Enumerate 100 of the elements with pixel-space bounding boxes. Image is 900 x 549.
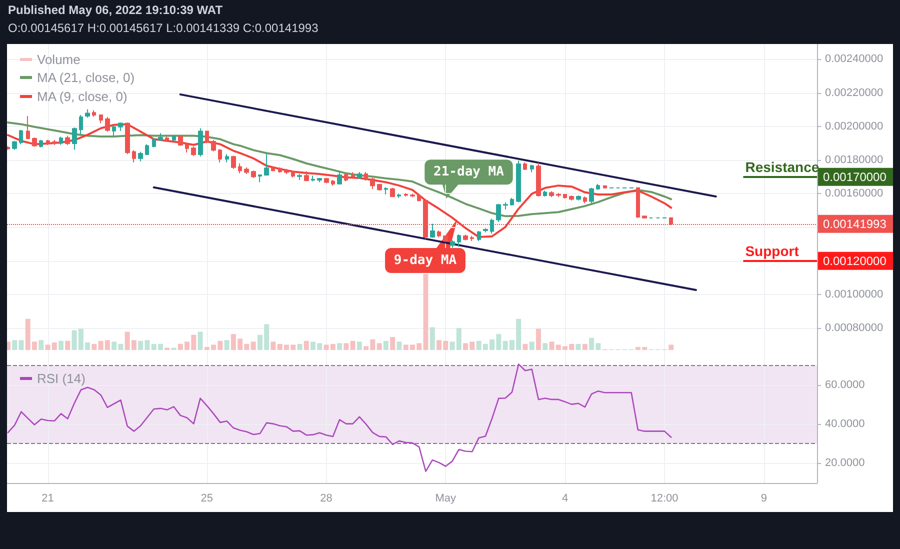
candlestick [483,228,488,233]
candlestick [211,139,216,152]
bar [576,344,581,350]
ref-line-label: 0.00170000 [823,170,887,184]
candlestick [642,215,647,220]
candlestick [72,127,77,150]
candlestick [172,134,176,142]
candlestick [79,114,83,135]
candlestick [191,146,196,157]
legend-label: Volume [37,52,80,67]
candlestick [112,126,116,136]
bar [198,332,203,350]
bar [92,344,97,350]
candlestick [258,174,262,183]
candlestick [477,230,481,242]
y-tick-label: 0.00240000 [825,53,884,66]
candlestick [251,170,256,178]
bar [65,340,70,350]
candlestick [324,178,329,184]
bar [344,343,349,350]
candlestick [12,140,17,150]
candlestick [19,129,23,145]
bar [396,342,402,350]
y-tick-label: 0.00220000 [825,86,884,99]
candlestick [284,168,289,174]
candlestick [603,185,607,189]
x-tick-label: 21 [42,492,54,504]
candlestick [65,135,70,146]
bar [270,342,276,350]
candlestick [152,138,156,148]
candlestick [443,234,448,243]
candlestick [225,154,229,163]
ref-line-label: 0.00120000 [823,254,887,268]
candlestick [238,162,242,174]
candlestick [52,139,57,146]
candlestick [198,128,203,157]
candlestick [244,166,249,174]
line-series [7,364,672,472]
y-tick-label: 0.00100000 [825,288,884,301]
candlestick [138,151,143,162]
bar [390,337,396,350]
candlestick [337,170,342,186]
candlestick [636,186,640,218]
candlestick [125,122,130,155]
candlestick [523,162,527,170]
bar [250,342,256,350]
line-series [7,122,672,218]
candlestick [589,187,594,204]
candlestick [165,136,169,142]
candlestick [437,230,441,238]
candlestick [404,192,408,197]
candlestick [311,175,315,182]
candlestick [377,183,382,192]
candlestick [364,171,368,182]
candlestick [536,162,541,197]
candlestick [158,132,163,142]
candlestick [185,142,189,153]
candlestick [576,194,581,202]
candlestick [490,218,494,234]
candlestick [132,150,136,163]
y-tick-label: 0.00200000 [825,120,884,132]
candlestick [563,194,567,200]
legend-label: MA (21, close, 0) [37,70,135,85]
bar [430,327,435,350]
candlestick [390,187,395,198]
candlestick [417,194,421,202]
candlestick [7,146,10,150]
y-tick-label: 20.0000 [825,456,865,469]
annotation: Resistance [745,158,820,175]
bar [542,343,548,350]
bar [350,340,356,350]
bar [383,340,388,350]
candlestick [569,194,574,202]
legend-label: RSI (14) [37,371,86,386]
bar [376,343,382,350]
line-series [7,123,672,238]
candlestick [450,240,455,248]
bar [522,344,528,350]
bar [58,340,64,350]
candlestick [26,115,30,140]
candlestick [297,173,302,181]
annotation: 9-day MA [394,253,457,268]
candlestick [105,116,110,132]
candlestick [549,190,554,198]
y-tick-label: 40.0000 [825,418,865,430]
candlestick [231,155,236,170]
candlestick [264,152,269,176]
candlestick [510,197,514,206]
bar [549,342,554,350]
x-tick-label: 9 [760,492,768,504]
candlestick [317,178,322,183]
candlestick [118,122,123,132]
candlestick [205,130,209,144]
candlestick [351,172,355,178]
candlestick [178,135,183,146]
candlestick [32,136,37,148]
bar [38,340,44,350]
x-tick-label: 28 [320,492,332,504]
candlestick [503,202,508,210]
x-tick-label: 25 [200,492,214,504]
